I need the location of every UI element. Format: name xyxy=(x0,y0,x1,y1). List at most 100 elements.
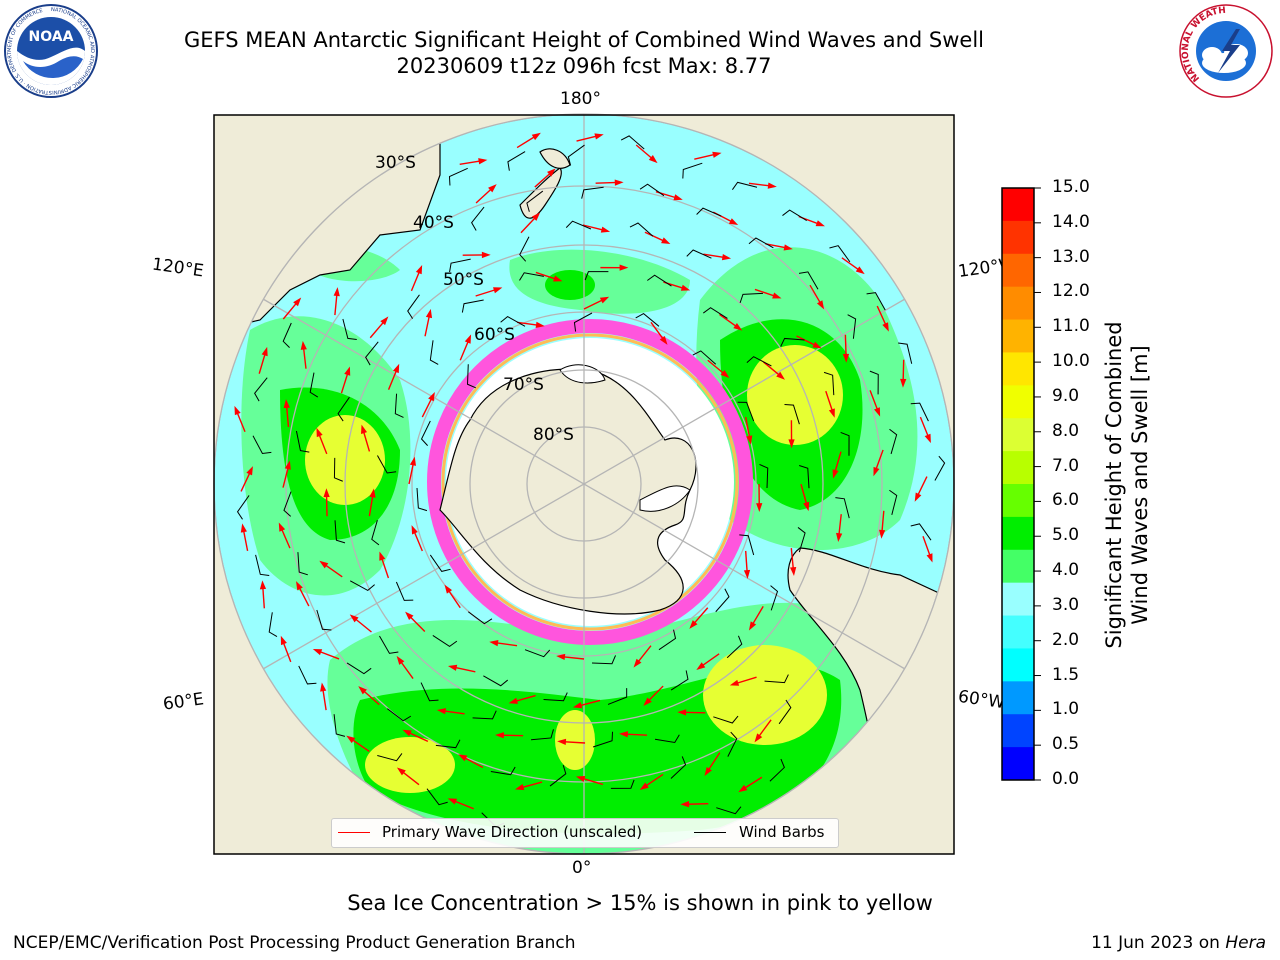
wave-arrow-head xyxy=(729,679,740,686)
wave-arrow xyxy=(368,494,374,517)
wind-barb xyxy=(703,307,728,319)
wave-arrow xyxy=(318,433,328,455)
wave-arrow xyxy=(809,284,822,305)
wave-arrow xyxy=(353,617,372,633)
wave-arrow-head xyxy=(316,427,323,438)
wave-arrow-head xyxy=(733,322,743,331)
map-title: GEFS MEAN Antarctic Significant Height o… xyxy=(183,28,985,52)
wave-arrow-head xyxy=(283,399,290,409)
colorbar-title-line2: Wind Waves and Swell [m] xyxy=(1128,345,1152,625)
wave-arrow xyxy=(318,650,340,660)
wave-arrow xyxy=(340,371,349,394)
wave-arrow-head xyxy=(926,553,933,563)
wind-barb xyxy=(333,714,346,737)
wind-barb xyxy=(910,402,929,422)
wave-arrow xyxy=(282,641,292,663)
wave-arrow-head xyxy=(553,275,563,282)
wind-barb xyxy=(696,207,722,217)
wave-arrow-head xyxy=(234,405,241,416)
colorbar-band xyxy=(1002,385,1034,419)
wave-arrow-head xyxy=(594,133,604,140)
wave-arrow xyxy=(744,550,748,573)
wave-arrow xyxy=(413,530,423,552)
wave-arrow xyxy=(516,135,537,149)
wave-arrow-head xyxy=(508,697,518,704)
noaa-logo-text: NOAA xyxy=(29,29,74,45)
wind-barb xyxy=(268,612,278,638)
wave-arrow-head xyxy=(790,566,797,577)
colorbar-tick-label: 4.0 xyxy=(1052,560,1080,581)
wind-barb xyxy=(519,236,530,262)
wind-barb xyxy=(432,635,458,647)
colorbar-band xyxy=(1002,319,1034,353)
wave-arrow-head xyxy=(680,284,691,291)
wave-arrow-head xyxy=(842,353,850,363)
wave-arrow-head xyxy=(743,569,751,579)
wind-barb xyxy=(731,181,758,190)
nws-logo: NATIONAL WEATHER SERVICE xyxy=(1178,3,1273,98)
colorbar-band xyxy=(1002,286,1034,321)
wave-arrow xyxy=(453,666,476,673)
footer-credit: NCEP/EMC/Verification Post Processing Pr… xyxy=(13,933,576,953)
wave-arrow xyxy=(298,586,310,607)
colorbar-band xyxy=(1002,582,1034,617)
wind-barb xyxy=(420,420,431,446)
wave-arrow xyxy=(582,224,605,232)
colorbar-band xyxy=(1002,220,1034,255)
wave-arrow-head xyxy=(447,798,458,805)
wind-barb xyxy=(770,585,779,611)
wind-barb xyxy=(591,655,617,665)
wave-arrow-head xyxy=(361,424,368,434)
wave-arrow-head xyxy=(369,488,376,498)
wind-barb xyxy=(759,463,769,489)
wave-arrow xyxy=(362,430,371,452)
wave-arrow-head xyxy=(882,322,889,332)
wave-arrow xyxy=(700,653,720,668)
wind-barb xyxy=(467,364,476,389)
wave-arrow-head xyxy=(346,735,356,744)
wave-arrow xyxy=(399,660,414,679)
wave-arrow-head xyxy=(344,366,351,376)
colorbar-tick-label: 3.0 xyxy=(1052,594,1080,615)
wave-arrow xyxy=(919,416,930,438)
colorbar-tick-label: 5.0 xyxy=(1052,525,1080,546)
lon-label-0: 0° xyxy=(572,858,592,878)
wind-barb xyxy=(658,629,677,651)
wave-arrow xyxy=(282,466,290,488)
wave-arrow xyxy=(647,685,664,703)
colorbar xyxy=(1001,187,1041,781)
longitude-lines xyxy=(262,115,906,854)
colorbar-tick-label: 1.0 xyxy=(1052,699,1080,720)
map-legend: Primary Wave Direction (unscaled) Wind B… xyxy=(331,818,839,848)
wave-arrow xyxy=(350,738,370,753)
wind-barb xyxy=(769,758,785,782)
wind-barb xyxy=(592,731,614,748)
wave-arrow-head xyxy=(643,697,652,706)
wave-arrow-head xyxy=(557,738,567,745)
wave-arrow xyxy=(751,606,764,626)
wind-barb xyxy=(334,520,346,544)
colorbar-band xyxy=(1002,714,1034,748)
wind-barb xyxy=(377,753,403,762)
wave-arrow-head xyxy=(556,653,566,661)
wind-barb xyxy=(429,554,451,572)
wind-barb xyxy=(426,788,448,806)
wave-arrow xyxy=(916,476,928,497)
wave-arrow-head xyxy=(535,321,545,328)
wind-barb xyxy=(910,523,932,541)
wave-arrow-head xyxy=(478,158,488,165)
wave-arrow xyxy=(876,305,887,327)
wave-arrow-head xyxy=(428,392,435,402)
colorbar-tick-label: 6.0 xyxy=(1052,490,1080,511)
wave-peak-southwest xyxy=(365,737,455,793)
wave-arrow xyxy=(421,397,433,418)
wave-arrow-head xyxy=(812,341,822,349)
wave-arrow xyxy=(362,689,380,706)
wave-arrow xyxy=(262,586,266,609)
wave-arrow-head xyxy=(246,466,253,476)
wave-arrow-head xyxy=(661,237,671,244)
wave-arrow-head xyxy=(673,194,683,201)
wave-arrow-head xyxy=(572,702,583,709)
wave-arrow xyxy=(765,243,788,249)
wave-arrow xyxy=(280,527,291,549)
